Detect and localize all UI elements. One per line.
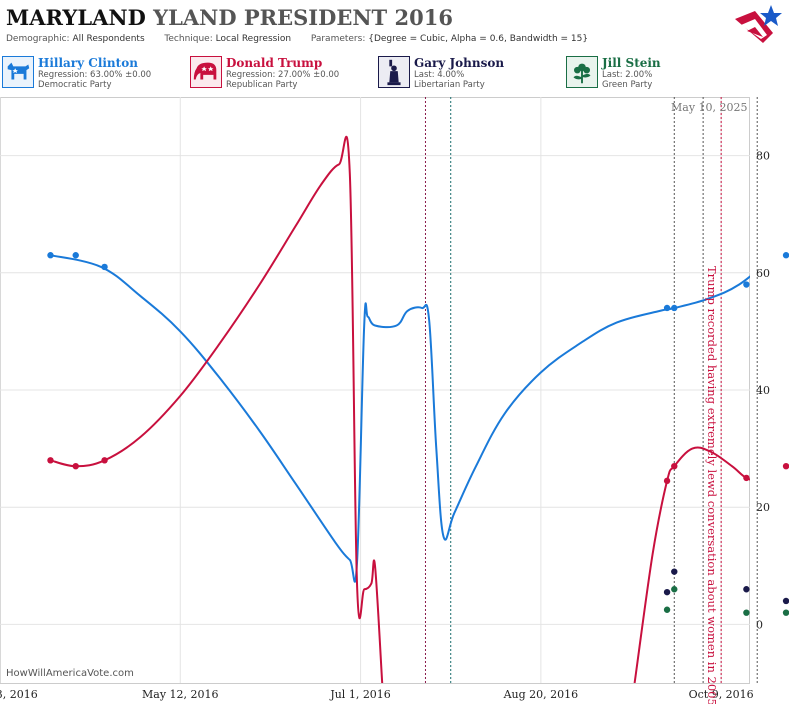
demographic-value: All Respondents	[72, 34, 145, 44]
hillary-clinton-poll-point	[663, 304, 671, 312]
candidate-party: Green Party	[602, 80, 653, 90]
y-tick-label: 40	[756, 384, 770, 397]
hillary-clinton-poll-point	[671, 304, 678, 312]
hillary-clinton-poll-point	[743, 281, 750, 288]
candidate-legend: Hillary Clinton Regression: 63.00% ±0.00…	[0, 54, 789, 94]
technique-value: Local Regression	[215, 34, 292, 44]
candidate-party: Libertarian Party	[414, 80, 485, 90]
legend-item-clinton: Hillary Clinton Regression: 63.00% ±0.00…	[0, 54, 188, 92]
hillary-clinton-poll-point	[72, 252, 79, 259]
date-stamp: May 10, 2025	[671, 101, 748, 114]
hillary-clinton-regression-line	[50, 254, 750, 583]
gary-johnson-poll-point	[663, 588, 671, 596]
y-tick-label: 0	[756, 618, 763, 631]
jill-stein-poll-point	[663, 606, 671, 613]
page-title: MARYLAND YLAND PRESIDENT 2016	[6, 5, 453, 30]
y-tick-label: 60	[756, 267, 770, 280]
legend-item-johnson: Gary Johnson Last: 4.00% Libertarian Par…	[376, 54, 564, 92]
y-tick-label: 80	[756, 150, 770, 163]
donald-trump-poll-point	[101, 457, 108, 464]
gary-johnson-poll-point	[782, 597, 789, 605]
candidate-stat: Regression: 63.00% ±0.00	[38, 70, 152, 80]
title-state: MARYLAND	[6, 5, 146, 30]
donald-trump-poll-point	[743, 474, 750, 482]
statue-of-liberty-icon	[378, 56, 410, 88]
star-logo-icon	[735, 5, 782, 43]
candidate-stat: Last: 2.00%	[602, 70, 653, 80]
x-tick-label: May 12, 2016	[142, 688, 219, 701]
flower-icon	[566, 56, 598, 88]
candidate-party: Republican Party	[226, 80, 298, 90]
candidate-name: Donald Trump	[226, 56, 323, 70]
donald-trump-poll-point	[782, 462, 789, 470]
legend-item-stein: Jill Stein Last: 2.00% Green Party	[564, 54, 752, 92]
y-tick-label: 20	[756, 501, 770, 514]
candidate-party: Democratic Party	[38, 80, 112, 90]
jill-stein-poll-point	[671, 586, 678, 593]
hillary-clinton-poll-point	[101, 263, 108, 271]
donald-trump-poll-point	[47, 457, 54, 464]
candidate-name: Hillary Clinton	[38, 56, 138, 70]
parameters-label: Parameters:	[310, 34, 366, 44]
donald-trump-poll-point	[671, 462, 678, 470]
demographic-label: Demographic:	[6, 34, 70, 44]
gary-johnson-poll-point	[743, 586, 750, 593]
x-tick-label: Jul 1, 2016	[329, 688, 391, 701]
event-annotation: Trump recorded having extremely lewd con…	[705, 266, 719, 704]
title-race: YLAND PRESIDENT 2016	[153, 5, 453, 30]
candidate-stat: Regression: 27.00% ±0.00	[226, 70, 340, 80]
elephant-icon	[190, 56, 222, 88]
donald-trump-regression-line	[50, 135, 384, 683]
gary-johnson-poll-point	[671, 568, 678, 575]
hillary-clinton-poll-point	[782, 252, 789, 259]
parameters-value: {Degree = Cubic, Alpha = 0.6, Bandwidth …	[368, 34, 589, 44]
x-tick-label: Mar 23, 2016	[0, 688, 38, 701]
jill-stein-poll-point	[743, 609, 750, 616]
hillary-clinton-poll-point	[47, 252, 54, 259]
candidate-name: Gary Johnson	[414, 56, 505, 70]
x-tick-label: Aug 20, 2016	[503, 688, 579, 701]
donald-trump-poll-point	[72, 462, 79, 470]
legend-item-trump: Donald Trump Regression: 27.00% ±0.00 Re…	[188, 54, 376, 92]
jill-stein-poll-point	[782, 609, 789, 616]
donald-trump-regression-line	[633, 446, 750, 683]
candidate-name: Jill Stein	[602, 56, 661, 70]
donkey-icon	[2, 56, 34, 88]
donald-trump-poll-point	[663, 477, 671, 485]
x-tick-label: Oct 9, 2016	[689, 688, 754, 701]
technique-label: Technique:	[164, 34, 213, 44]
watermark: HowWillAmericaVote.com	[6, 668, 134, 679]
candidate-stat: Last: 4.00%	[414, 70, 465, 80]
chart-parameters: Demographic: All Respondents Technique: …	[6, 34, 588, 44]
